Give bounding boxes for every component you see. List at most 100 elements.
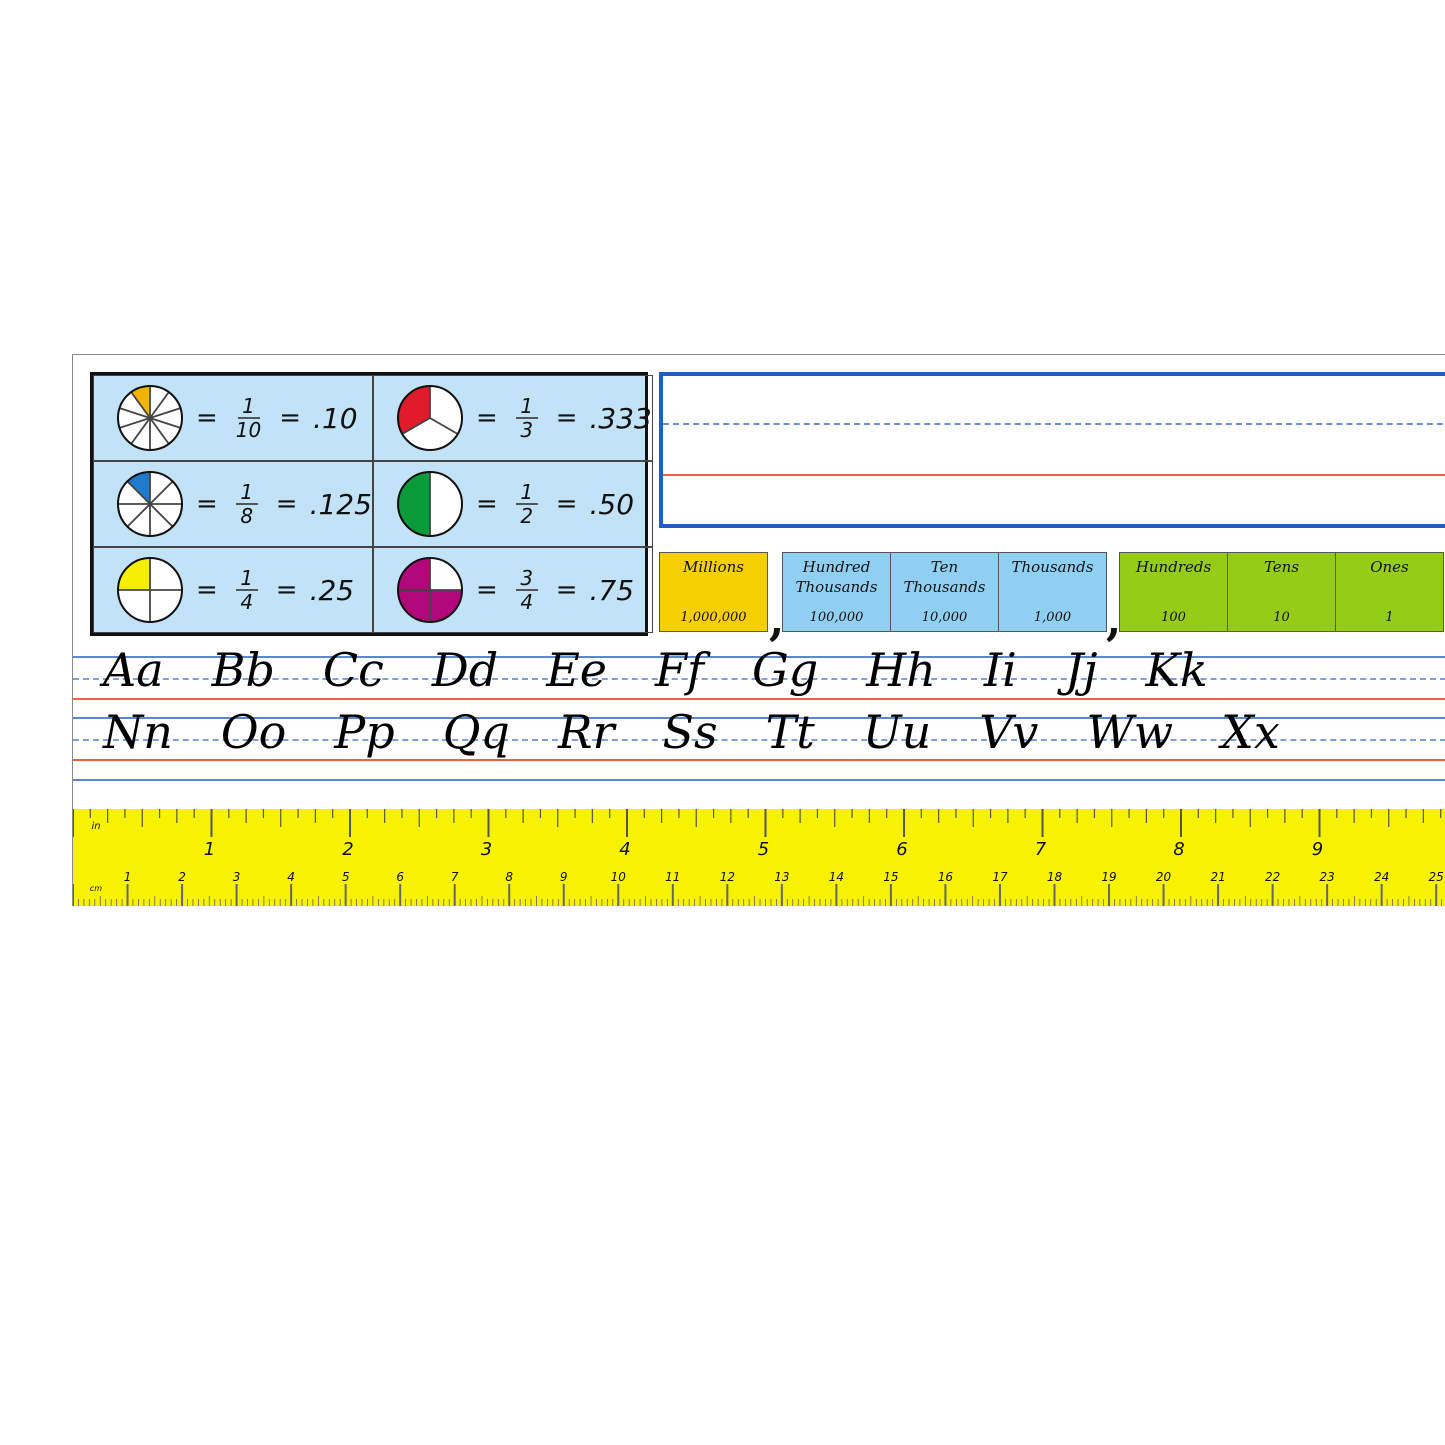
cm-number: 11 xyxy=(665,870,680,884)
cm-number: 5 xyxy=(342,870,350,884)
cursive-letter-pair: Dd xyxy=(431,643,499,697)
cm-number: 14 xyxy=(829,870,844,884)
inch-number: 7 xyxy=(1035,839,1047,860)
decimal-value: .333 xyxy=(589,401,652,435)
guide-line xyxy=(73,656,1445,658)
comma-separator: , xyxy=(769,595,785,646)
inch-number: 6 xyxy=(896,839,907,860)
cm-number: 12 xyxy=(720,870,735,884)
cm-label: cm xyxy=(90,884,102,893)
denominator: 8 xyxy=(240,504,254,528)
inch-label: in xyxy=(91,821,100,832)
ruler: in cm 1 2 3 4 5 6 7 8 9 1 2 3 4 5 6 7 8 9 10 11 12 13 14 15 16 17 18… xyxy=(73,809,1445,906)
inch-number: 2 xyxy=(342,839,353,860)
equals-sign: = xyxy=(475,489,498,519)
decimal-value: .125 xyxy=(309,487,372,521)
place-name: Millions xyxy=(683,558,744,576)
cm-number: 25 xyxy=(1429,870,1444,884)
denominator: 2 xyxy=(520,504,534,528)
place-value-number: 1,000 xyxy=(1033,610,1072,625)
place-name: Hundred Thousands xyxy=(795,558,878,596)
guide-line xyxy=(73,717,1445,719)
equals-sign: = xyxy=(196,403,218,433)
decimal-value: .10 xyxy=(313,401,358,435)
place-value-number: 1,000,000 xyxy=(680,610,747,625)
place-value-cell: Hundred Thousands 100,000 xyxy=(783,553,891,631)
cursive-letter-pair: Bb xyxy=(211,643,275,697)
cm-number: 16 xyxy=(938,870,954,884)
decimal-value: .25 xyxy=(309,573,355,607)
cursive-letter-pair: Ff xyxy=(655,643,704,697)
equals-sign: = xyxy=(475,403,498,433)
cm-number: 7 xyxy=(451,870,459,884)
cm-number: 3 xyxy=(233,870,241,884)
cursive-letter-pair: Aa xyxy=(103,643,164,697)
cm-number: 13 xyxy=(774,870,789,884)
decimal-value: .50 xyxy=(589,487,635,521)
cm-number: 8 xyxy=(505,870,513,884)
place-value-number: 10 xyxy=(1273,610,1290,625)
numerator: 1 xyxy=(242,394,255,418)
cursive-letter-pair: Kk xyxy=(1145,643,1208,697)
dashed-midline xyxy=(663,423,1445,425)
place-value-group: Hundred Thousands 100,000 Ten Thousands 10,… xyxy=(782,552,1107,632)
equals-sign: = xyxy=(279,403,302,433)
guide-line xyxy=(73,698,1445,700)
equals-sign: = xyxy=(196,489,218,519)
place-name: Thousands xyxy=(1011,558,1094,576)
equals-sign: = xyxy=(555,489,578,519)
place-value-cell: Millions 1,000,000 xyxy=(660,553,767,631)
equals-sign: = xyxy=(555,575,578,605)
guide-line xyxy=(73,759,1445,761)
cm-number: 4 xyxy=(287,870,295,884)
fraction-circle-icon xyxy=(396,385,463,451)
cm-number: 6 xyxy=(396,870,404,884)
cm-number: 20 xyxy=(1156,870,1172,884)
equals-sign: = xyxy=(475,575,498,605)
place-value-cell: Hundreds 100 xyxy=(1120,553,1228,631)
numerator: 1 xyxy=(520,394,534,418)
cursive-letter-pair: Gg xyxy=(751,643,819,697)
cursive-letter-pair: Jj xyxy=(1064,643,1098,697)
cm-number: 22 xyxy=(1265,870,1280,884)
equals-sign: = xyxy=(275,489,298,519)
cursive-letter-pair: Uu xyxy=(862,705,932,759)
guide-line xyxy=(73,678,1445,680)
place-name: Hundreds xyxy=(1135,558,1212,576)
cursive-letter-pair: Rr xyxy=(557,705,615,759)
place-value-cell: Tens 10 xyxy=(1228,553,1336,631)
name-writing-area[interactable] xyxy=(659,372,1445,528)
cursive-letter-pair: Pp xyxy=(334,705,395,759)
numerator: 1 xyxy=(240,566,254,590)
cm-number: 17 xyxy=(992,870,1008,884)
equals-sign: = xyxy=(275,575,298,605)
comma-separator: , xyxy=(1106,595,1122,646)
cm-number: 21 xyxy=(1210,870,1225,884)
place-name: Ten Thousands xyxy=(903,558,986,596)
inch-number: 4 xyxy=(619,839,630,860)
cm-number: 1 xyxy=(124,870,132,884)
denominator: 10 xyxy=(235,418,262,442)
cursive-letter-pair: Hh xyxy=(866,643,936,697)
inch-number: 1 xyxy=(204,839,215,860)
cursive-alphabet-row-1: Aa Bb Cc Dd Ee Ff Gg Hh Ii Jj Kk xyxy=(103,643,1208,697)
fraction-circle-icon xyxy=(396,471,463,537)
denominator: 3 xyxy=(520,418,534,442)
cursive-letter-pair: Vv xyxy=(979,705,1039,759)
cm-number: 9 xyxy=(560,870,568,884)
cm-number: 10 xyxy=(611,870,627,884)
equals-sign: = xyxy=(555,403,578,433)
cursive-letter-pair: Ee xyxy=(546,643,608,697)
fraction: 1 10 xyxy=(236,396,261,440)
inch-number: 8 xyxy=(1173,839,1184,860)
cm-number: 2 xyxy=(178,870,186,884)
guide-line xyxy=(73,739,1445,741)
cm-number: 24 xyxy=(1374,870,1389,884)
fraction-circle-icon xyxy=(117,557,183,623)
